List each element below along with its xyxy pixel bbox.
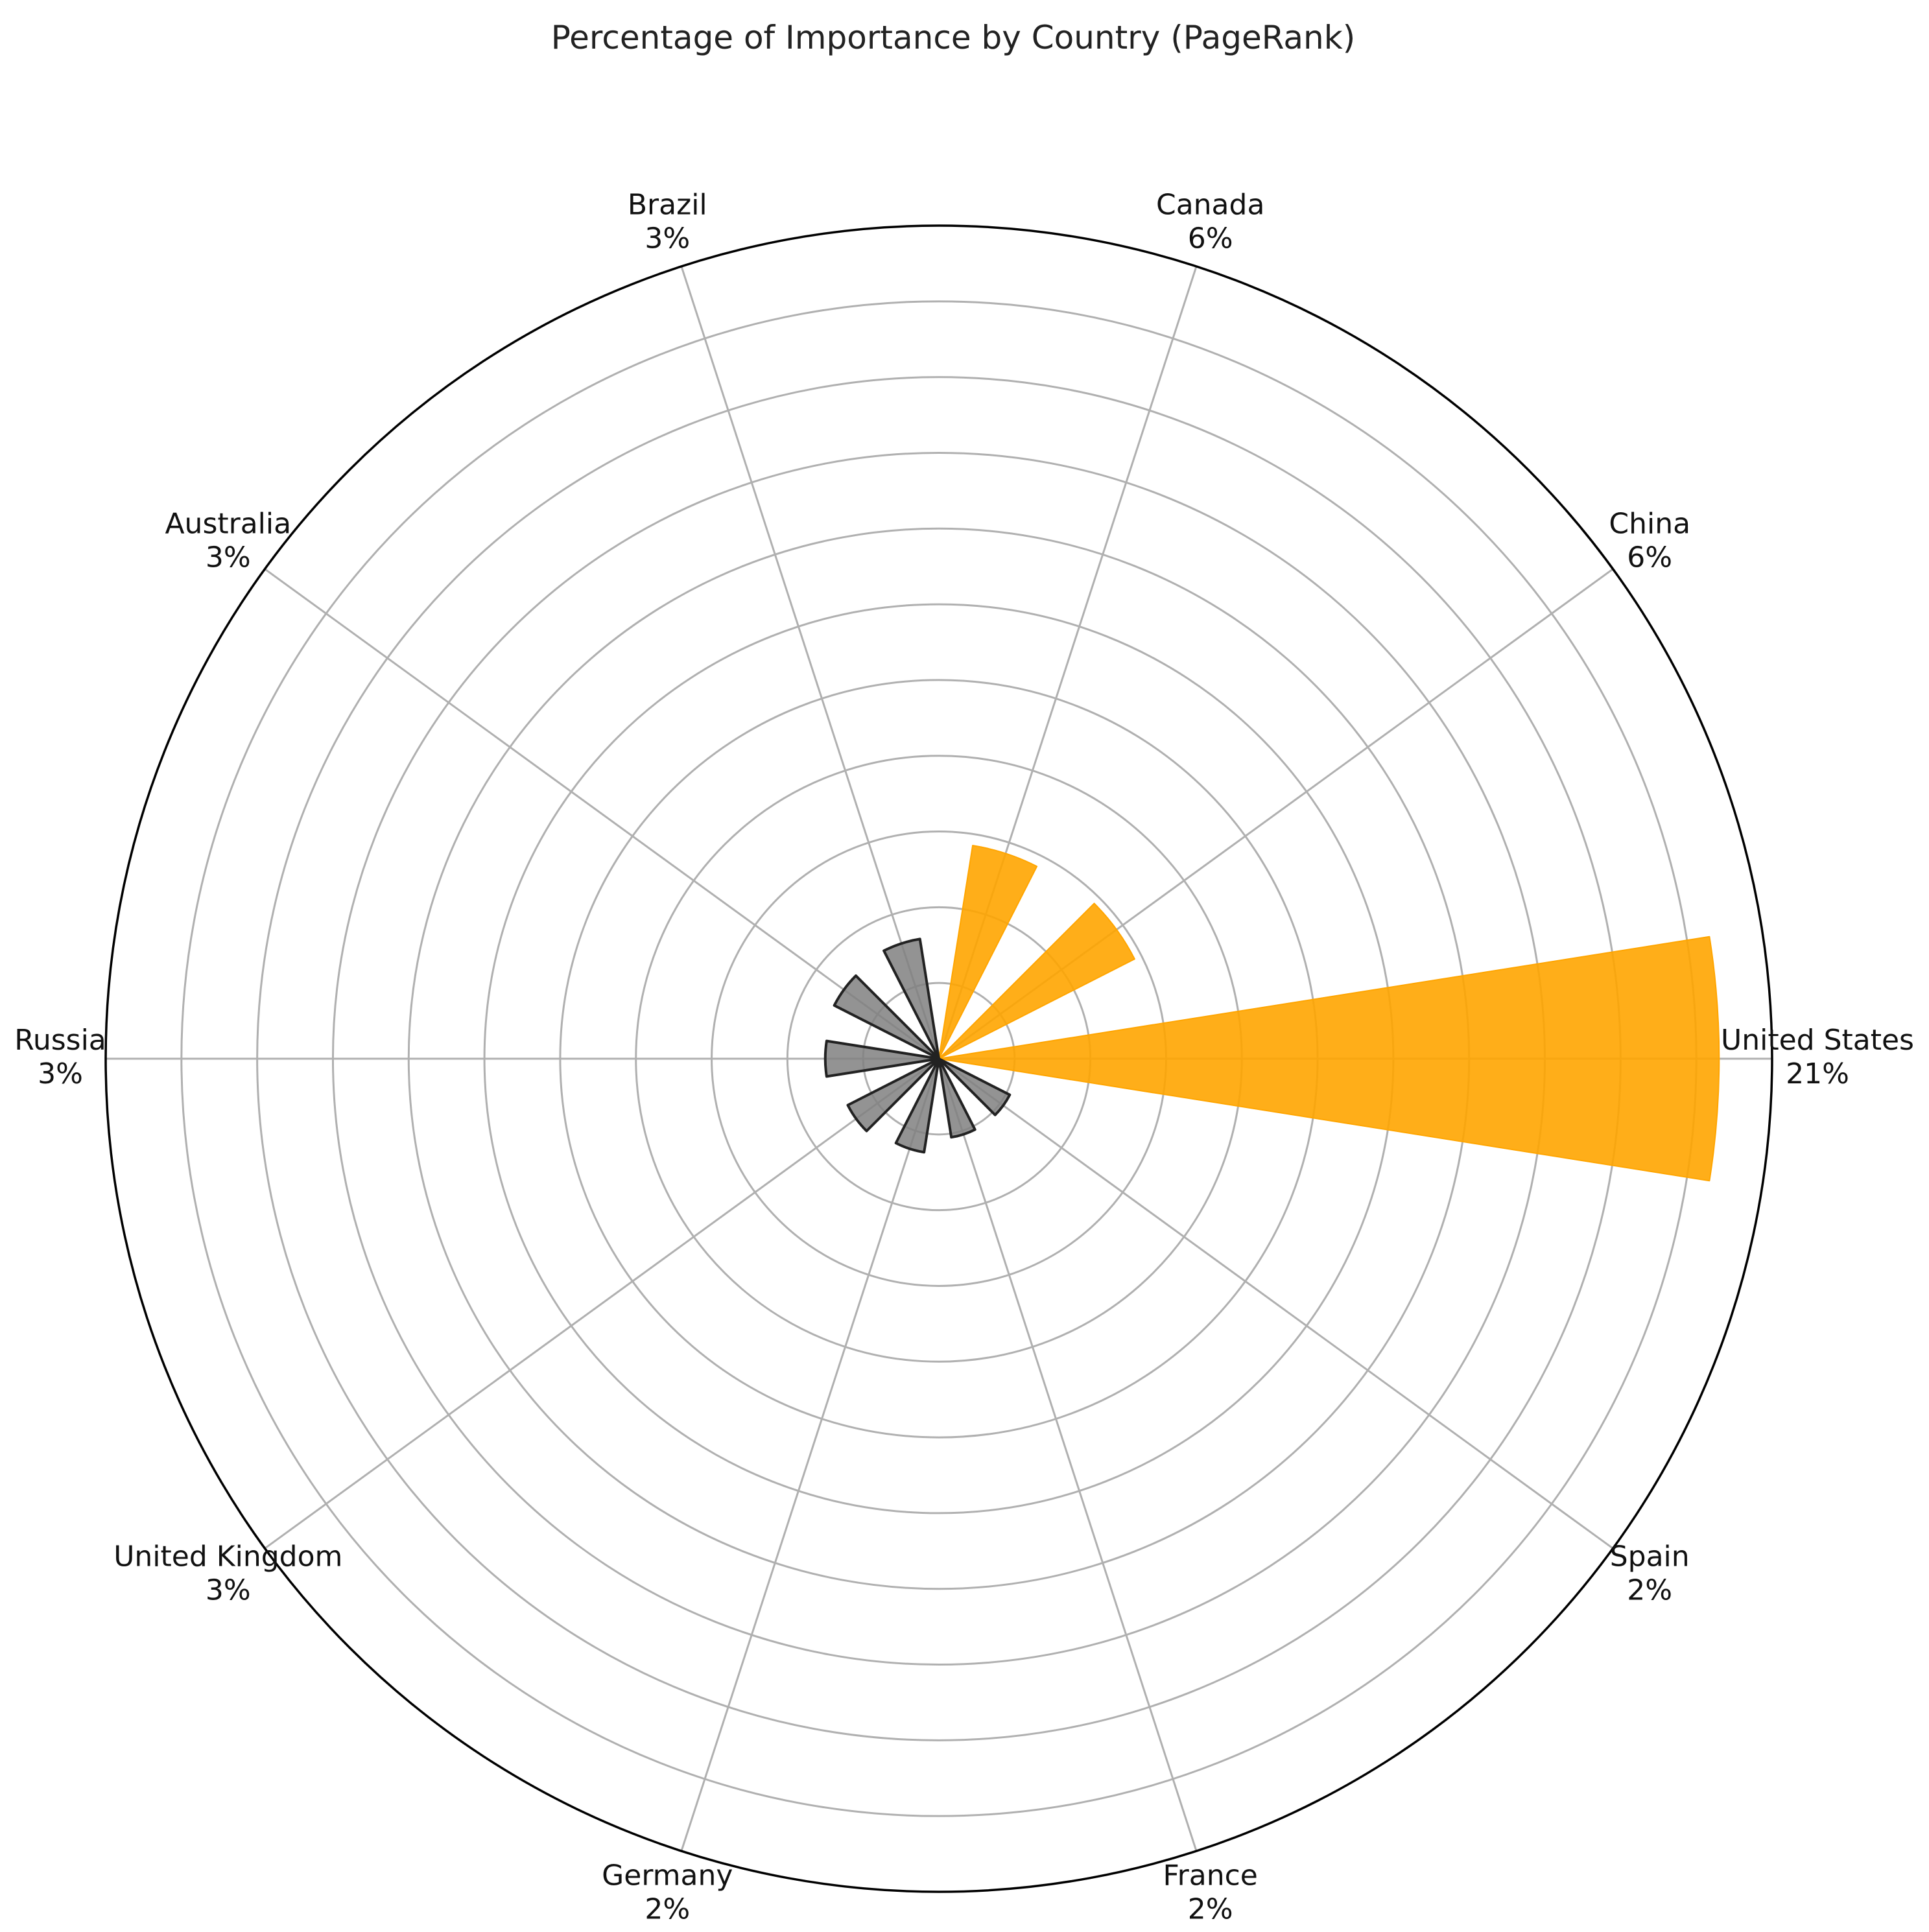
value-label: 6% xyxy=(1627,541,1672,574)
grid-spoke xyxy=(938,1057,1614,1549)
bar-canada xyxy=(938,845,1038,1059)
chart-title: Percentage of Importance by Country (Pag… xyxy=(551,19,1355,56)
category-label: France 2% xyxy=(1163,1859,1258,1926)
grid-spoke xyxy=(264,568,940,1060)
bar-united-states xyxy=(938,936,1720,1182)
bar-spain xyxy=(938,1057,1012,1116)
polar-frame xyxy=(104,224,1773,1893)
value-label: 3% xyxy=(645,222,690,255)
category-label: Canada 6% xyxy=(1156,188,1264,255)
bar-germany xyxy=(894,1057,940,1154)
bar-china xyxy=(938,902,1135,1059)
value-label: 3% xyxy=(206,1573,251,1607)
grid-spoke xyxy=(264,1057,940,1549)
category-label: Brazil 3% xyxy=(628,188,707,255)
category-label: Russia 3% xyxy=(14,1024,106,1090)
bar-united-kingdom xyxy=(846,1057,940,1133)
category-label: China 6% xyxy=(1609,508,1690,574)
bar-france xyxy=(938,1057,976,1139)
category-label: Australia 3% xyxy=(165,508,291,574)
bars xyxy=(823,845,1720,1182)
category-label: United States 21% xyxy=(1721,1024,1914,1090)
value-label: 2% xyxy=(1188,1893,1233,1926)
grid-spoke xyxy=(680,266,940,1059)
value-label: 3% xyxy=(38,1057,83,1090)
value-label: 3% xyxy=(206,541,251,574)
category-labels: United States 21% China 6% Canada 6% Brazil 3% A… xyxy=(14,188,1914,1926)
bar-russia xyxy=(823,1039,940,1078)
value-label: 2% xyxy=(645,1893,690,1926)
category-label: Spain 2% xyxy=(1610,1540,1690,1607)
value-label: 6% xyxy=(1188,222,1233,255)
category-label: Germany 2% xyxy=(602,1859,733,1926)
value-label: 2% xyxy=(1627,1573,1672,1607)
grid-spoke xyxy=(938,1058,1198,1852)
category-label: United Kingdom 3% xyxy=(113,1540,342,1607)
bar-australia xyxy=(833,974,940,1060)
grid-spoke xyxy=(680,1058,940,1852)
bar-brazil xyxy=(882,937,940,1060)
value-label: 21% xyxy=(1786,1057,1849,1090)
